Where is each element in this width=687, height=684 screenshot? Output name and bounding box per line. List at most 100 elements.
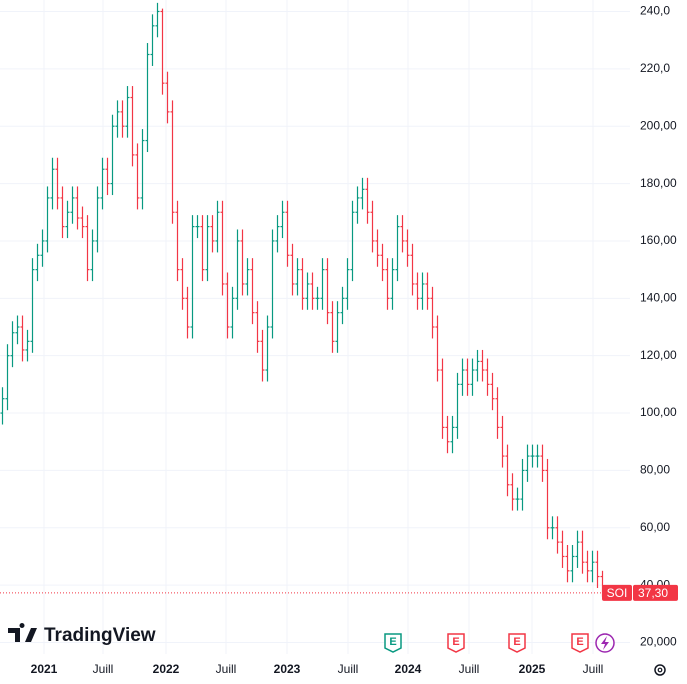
ohlc-bar xyxy=(510,473,515,511)
ohlc-bar xyxy=(345,258,350,310)
ohlc-bar xyxy=(95,186,100,253)
ohlc-bar xyxy=(580,530,585,574)
x-tick-label: Juill xyxy=(216,662,237,676)
ohlc-bar xyxy=(425,272,430,310)
symbol-label: SOI xyxy=(607,586,628,600)
ohlc-bar xyxy=(195,215,200,239)
y-tick-label: 120,00 xyxy=(640,348,677,362)
ohlc-bar xyxy=(430,286,435,339)
ohlc-bar xyxy=(485,358,490,396)
ohlc-bar xyxy=(295,258,300,296)
ohlc-bar xyxy=(540,444,545,482)
ohlc-bar xyxy=(130,86,135,167)
ohlc-bar xyxy=(90,229,95,282)
ohlc-bar xyxy=(355,186,360,224)
ohlc-bar xyxy=(50,157,55,210)
y-tick-label: 160,00 xyxy=(640,233,677,247)
ohlc-bar xyxy=(365,177,370,224)
ohlc-bar xyxy=(35,243,40,282)
ohlc-bar xyxy=(145,43,150,153)
ohlc-bar xyxy=(245,258,250,296)
ohlc-bar xyxy=(335,301,340,353)
ohlc-bar xyxy=(595,550,600,589)
ohlc-bar xyxy=(385,258,390,310)
ohlc-bar xyxy=(190,215,195,339)
ohlc-bar xyxy=(315,286,320,310)
ohlc-bar xyxy=(560,530,565,568)
ohlc-bar xyxy=(75,186,80,230)
ohlc-bar xyxy=(60,186,65,239)
ohlc-bar xyxy=(570,545,575,583)
x-tick-label: Juill xyxy=(583,662,604,676)
ohlc-bar xyxy=(390,258,395,310)
ohlc-bar xyxy=(120,100,125,138)
ohlc-bar xyxy=(140,129,145,210)
ohlc-bar xyxy=(470,358,475,396)
ohlc-bar xyxy=(20,315,25,362)
ohlc-bar xyxy=(495,387,500,439)
ohlc-bar xyxy=(330,301,335,353)
ohlc-bar xyxy=(380,243,385,282)
ohlc-bar xyxy=(575,530,580,568)
ohlc-bar xyxy=(500,415,505,468)
x-tick-label: 2025 xyxy=(519,662,546,676)
price-label: 37,30 xyxy=(638,586,668,600)
event-marker xyxy=(447,633,465,653)
grid xyxy=(0,0,630,654)
ohlc-bar xyxy=(585,550,590,583)
ohlc-bar xyxy=(225,272,230,339)
ohlc-bar xyxy=(0,387,5,425)
y-tick-label: 80,00 xyxy=(640,463,670,477)
ohlc-bar xyxy=(290,243,295,296)
y-tick-label: 240,0 xyxy=(640,4,670,18)
ohlc-bar xyxy=(65,200,70,239)
logo: TradingView xyxy=(8,622,156,646)
ohlc-bar xyxy=(515,487,520,511)
ohlc-bar xyxy=(235,229,240,310)
settings-icon[interactable] xyxy=(654,664,666,676)
ohlc-bar xyxy=(265,315,270,382)
ohlc-bar xyxy=(445,415,450,454)
ohlc-bar xyxy=(150,14,155,66)
ohlc-bar xyxy=(100,157,105,210)
earnings-event: E xyxy=(384,633,402,653)
ohlc-bar xyxy=(230,286,235,339)
ohlc-bar xyxy=(85,215,90,282)
ohlc-bar xyxy=(270,229,275,339)
ohlc-bar xyxy=(555,516,560,554)
y-tick-label: 180,00 xyxy=(640,176,677,190)
ohlc-bar xyxy=(40,229,45,267)
ohlc-bar xyxy=(525,444,530,482)
event-label: E xyxy=(452,636,459,648)
event-label: E xyxy=(513,636,520,648)
ohlc-bar xyxy=(165,71,170,124)
ohlc-bar xyxy=(455,372,460,439)
ohlc-bar xyxy=(210,215,215,253)
earnings-event: E xyxy=(571,633,589,653)
brand: TradingView xyxy=(44,625,156,646)
event-marker xyxy=(508,633,526,653)
ohlc-bar xyxy=(115,100,120,138)
x-tick-label: Juill xyxy=(459,662,480,676)
ohlc-bar xyxy=(480,349,485,382)
ohlc-bar xyxy=(350,200,355,282)
bars xyxy=(0,2,605,597)
ohlc-bar xyxy=(565,545,570,583)
ohlc-bar xyxy=(490,372,495,411)
ohlc-bar xyxy=(300,258,305,310)
ohlc-bar xyxy=(155,2,160,38)
earnings-event: E xyxy=(447,633,465,653)
ohlc-bar xyxy=(420,272,425,310)
ohlc-bar xyxy=(70,186,75,224)
ohlc-bar xyxy=(550,516,555,540)
ohlc-bar xyxy=(465,358,470,396)
ohlc-bar xyxy=(220,200,225,296)
x-tick-label: 2024 xyxy=(395,662,422,676)
event-label: E xyxy=(576,636,583,648)
y-tick-label: 60,00 xyxy=(640,520,670,534)
y-tick-label: 20,000 xyxy=(640,635,677,649)
ohlc-bar xyxy=(280,200,285,239)
ohlc-bar xyxy=(400,215,405,253)
x-tick-label: 2023 xyxy=(274,662,301,676)
